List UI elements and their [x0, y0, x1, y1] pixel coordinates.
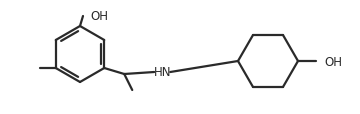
Text: OH: OH [324, 55, 342, 68]
Text: OH: OH [90, 9, 108, 22]
Text: HN: HN [153, 66, 171, 79]
